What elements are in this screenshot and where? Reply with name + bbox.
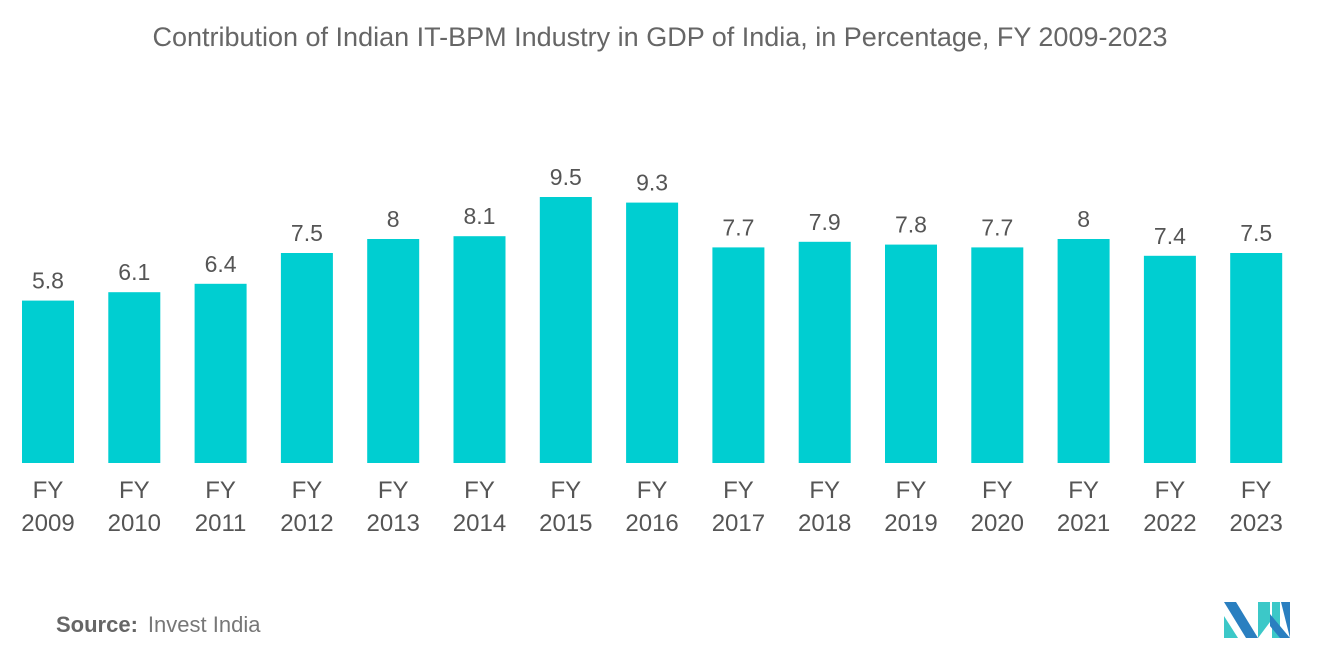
data-label: 7.4: [1154, 223, 1186, 249]
x-tick-label: FY: [1068, 477, 1099, 504]
x-tick-label: 2011: [195, 510, 247, 537]
data-label: 9.3: [636, 170, 668, 196]
bar: [885, 244, 937, 463]
data-label: 8: [1077, 206, 1090, 232]
source-value: Invest India: [147, 612, 261, 637]
data-label: 8.1: [464, 203, 496, 229]
data-label: 9.5: [550, 164, 582, 190]
bar: [539, 197, 592, 463]
x-tick-label: 2017: [712, 510, 765, 537]
x-tick-label: FY: [723, 477, 754, 504]
x-tick-label: 2019: [884, 510, 937, 537]
x-tick-label: FY: [1241, 477, 1272, 504]
bar: [626, 202, 679, 463]
x-tick-label: 2016: [625, 510, 678, 537]
x-tick-label: FY: [982, 477, 1013, 504]
data-label: 8: [387, 206, 400, 232]
x-tick-label: 2022: [1143, 510, 1196, 537]
x-tick-label: FY: [205, 477, 236, 504]
bar: [108, 292, 161, 463]
x-tick-label: FY: [292, 477, 323, 504]
x-tick-label: FY: [119, 477, 150, 504]
source-label: Source:: [56, 612, 138, 637]
data-label: 7.9: [809, 209, 841, 235]
x-tick-label: 2010: [108, 510, 161, 537]
x-tick-label: FY: [33, 477, 64, 504]
bar: [1057, 239, 1110, 463]
bar: [712, 247, 765, 463]
x-tick-label: 2018: [798, 510, 851, 537]
bar: [22, 300, 74, 463]
data-label: 5.8: [32, 268, 64, 294]
x-tick-label: 2021: [1057, 510, 1110, 537]
x-tick-label: FY: [637, 477, 668, 504]
x-tick-label: 2020: [971, 510, 1024, 537]
x-tick-label: FY: [1155, 477, 1186, 504]
data-label: 7.5: [1240, 220, 1272, 246]
bar: [971, 247, 1024, 463]
bar-chart: 5.8 FY 2009 6.1 FY 2010 6.4 FY 2011 7.5 FY 2012 8 FY 2…: [21, 164, 1283, 537]
x-tick-label: 2023: [1230, 510, 1283, 537]
bar: [367, 239, 420, 463]
data-label: 7.5: [291, 220, 323, 246]
x-tick-label: FY: [896, 477, 927, 504]
x-tick-label: FY: [378, 477, 409, 504]
data-label: 7.8: [895, 212, 927, 238]
source-note: Source: Invest India: [56, 612, 260, 638]
mordor-logo: [1224, 602, 1290, 638]
x-tick-label: 2014: [453, 510, 506, 537]
x-tick-label: 2015: [539, 510, 592, 537]
x-tick-label: 2012: [280, 510, 333, 537]
data-label: 7.7: [981, 214, 1013, 240]
data-label: 7.7: [722, 214, 754, 240]
data-label: 6.4: [205, 251, 237, 277]
bar: [194, 283, 247, 463]
x-tick-label: FY: [550, 477, 581, 504]
x-tick-label: FY: [809, 477, 840, 504]
bar: [1230, 253, 1283, 463]
bar: [280, 253, 333, 463]
x-tick-label: FY: [464, 477, 495, 504]
bar: [798, 241, 851, 463]
data-label: 6.1: [118, 259, 150, 285]
bar: [453, 236, 506, 463]
x-tick-label: 2009: [21, 510, 74, 537]
bar: [1143, 255, 1196, 463]
chart-title: Contribution of Indian IT-BPM Industry i…: [152, 22, 1168, 52]
x-tick-label: 2013: [367, 510, 420, 537]
